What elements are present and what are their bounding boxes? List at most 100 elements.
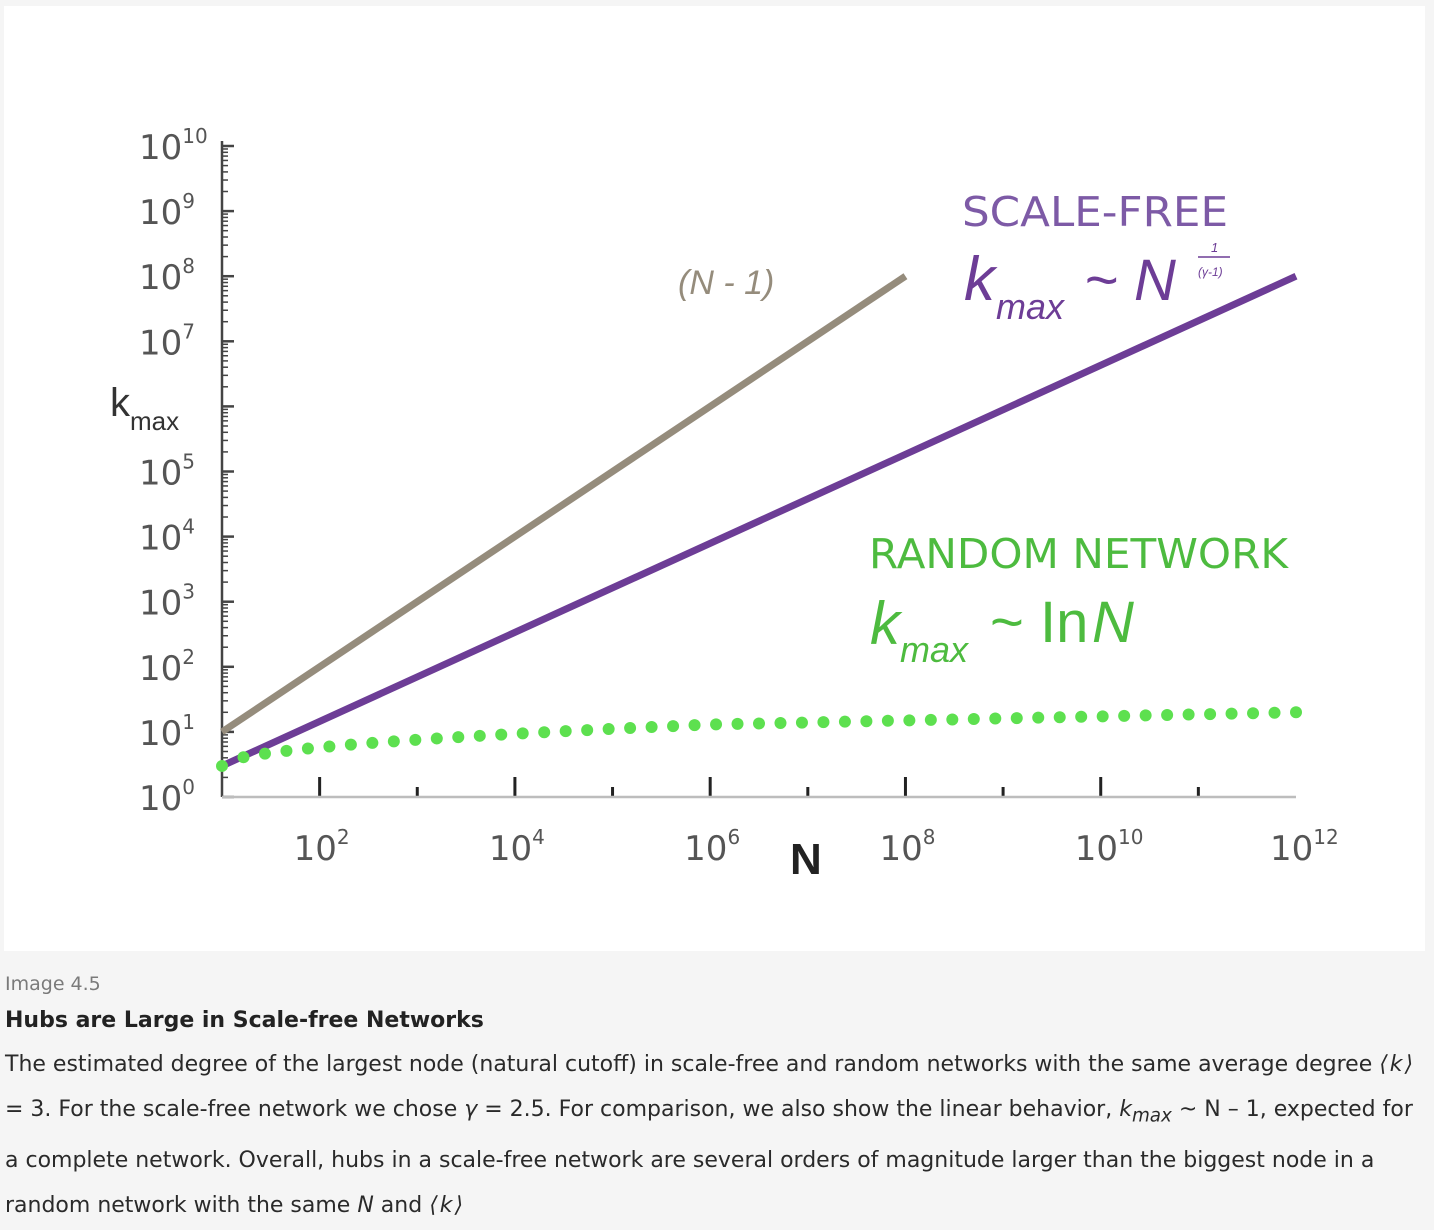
random-network-point <box>1010 712 1023 725</box>
caption-text-3: = 2.5. For comparison, we also show the … <box>477 1097 1120 1122</box>
random-network-point <box>667 720 680 733</box>
scale-free-formula: k max ~ N 1 (γ-1) <box>964 240 1230 327</box>
caption-text-4: ~ N – 1, expected for a complete network… <box>5 1097 1413 1219</box>
scale-free-formula-exp-num: 1 <box>1211 240 1218 255</box>
random-network-point <box>1290 706 1302 719</box>
random-network-point <box>1161 708 1174 721</box>
random-network-point <box>430 732 443 745</box>
random-network-point <box>1032 711 1045 724</box>
random-network-point <box>989 712 1002 725</box>
scale-free-formula-exp-den: (γ-1) <box>1198 265 1223 279</box>
caption-n: N <box>357 1193 374 1219</box>
figure-caption: Image 4.5 Hubs are Large in Scale-free N… <box>5 968 1429 1228</box>
random-network-point <box>1225 707 1238 720</box>
y-axis-label-sub: max <box>130 406 179 436</box>
random-network-point <box>645 721 658 734</box>
y-tick-label: 102 <box>139 645 195 689</box>
random-network-point <box>409 733 422 746</box>
scale-free-formula-k: k <box>964 245 998 314</box>
y-tick-label: 108 <box>139 254 195 298</box>
scale-free-formula-sub: max <box>996 286 1066 327</box>
random-network-point <box>1096 710 1109 723</box>
random-network-point <box>1247 707 1260 720</box>
x-tick-label: 104 <box>489 825 545 869</box>
image-number-label: Image 4.5 <box>5 973 101 995</box>
random-network-dots <box>216 706 1302 772</box>
x-tick-label: 106 <box>684 825 740 869</box>
random-network-point <box>967 713 980 726</box>
complete-network-line <box>220 273 908 735</box>
random-network-point <box>903 714 916 727</box>
x-tick-label: 102 <box>294 825 350 869</box>
random-network-point <box>946 713 959 726</box>
scale-free-line <box>220 273 1298 770</box>
y-tick-label: 107 <box>139 319 195 363</box>
random-network-point <box>838 715 851 728</box>
caption-text-2: = 3. For the scale-free network we chose <box>5 1097 465 1122</box>
random-network-point <box>538 726 551 739</box>
random-formula-sub: max <box>900 629 970 670</box>
random-network-point <box>881 714 894 727</box>
random-network-point <box>1118 709 1131 722</box>
random-series-label: RANDOM NETWORK <box>869 530 1289 578</box>
caption-body: The estimated degree of the largest node… <box>5 1042 1429 1228</box>
caption-k-average-2: ⟨k⟩ <box>429 1193 466 1219</box>
random-formula-k: k <box>870 590 903 657</box>
caption-kmax: kmax <box>1119 1097 1172 1126</box>
random-network-point <box>258 747 271 760</box>
random-network-point <box>280 744 293 757</box>
random-network-point <box>731 717 744 730</box>
random-network-point <box>688 719 701 732</box>
random-network-point <box>710 718 723 731</box>
caption-text-1: The estimated degree of the largest node… <box>5 1052 1380 1077</box>
random-network-point <box>817 716 830 729</box>
random-formula-var: N <box>1092 590 1134 655</box>
x-axis-label: N <box>790 835 822 884</box>
random-network-point <box>1268 706 1281 719</box>
random-network-point <box>602 723 615 736</box>
x-tick-label: 108 <box>879 825 935 869</box>
caption-kmax-k: k <box>1119 1097 1132 1122</box>
caption-gamma: γ <box>464 1097 478 1122</box>
random-network-point <box>323 740 336 753</box>
random-network-point <box>216 759 228 772</box>
random-network-point <box>237 751 250 764</box>
x-minor-ticks <box>318 777 1200 797</box>
y-tick-label: 103 <box>139 580 195 624</box>
random-network-point <box>344 738 357 751</box>
random-network-point <box>774 717 787 730</box>
scale-free-series-label: SCALE-FREE <box>962 188 1228 236</box>
random-network-point <box>387 735 400 748</box>
random-network-point <box>495 728 508 741</box>
x-tick-labels: 102 104 106 108 1010 1012 <box>294 825 1339 869</box>
complete-series-label: (N - 1) <box>678 264 774 302</box>
random-network-point <box>1204 708 1217 721</box>
random-network-point <box>924 713 937 726</box>
y-axis-label: kmax <box>110 381 179 436</box>
y-tick-label: 104 <box>139 515 195 559</box>
x-tick-label: 1012 <box>1270 825 1339 869</box>
scale-free-formula-rel: ~ N <box>1084 248 1176 313</box>
random-network-point <box>860 715 873 728</box>
random-network-point <box>753 717 765 730</box>
random-network-point <box>1139 709 1152 722</box>
random-network-point <box>624 722 637 735</box>
y-tick-label: 100 <box>139 775 195 819</box>
random-network-point <box>516 727 529 740</box>
random-network-point <box>301 742 314 755</box>
caption-kmax-sub: max <box>1131 1105 1172 1127</box>
y-tick-label: 105 <box>139 450 195 494</box>
caption-text-5: and <box>373 1193 430 1219</box>
random-network-point <box>366 736 379 749</box>
random-network-point <box>795 716 808 729</box>
x-tick-label: 1010 <box>1075 825 1144 869</box>
y-tick-labels: 1010 109 108 107 105 104 103 102 101 100 <box>139 124 208 819</box>
y-tick-label: 101 <box>139 710 195 754</box>
series-layer <box>216 273 1302 772</box>
y-tick-label: 1010 <box>139 124 208 168</box>
y-minor-ticks <box>222 144 234 799</box>
random-network-point <box>452 731 465 744</box>
y-tick-label: 109 <box>139 189 195 233</box>
random-network-point <box>1053 711 1066 724</box>
